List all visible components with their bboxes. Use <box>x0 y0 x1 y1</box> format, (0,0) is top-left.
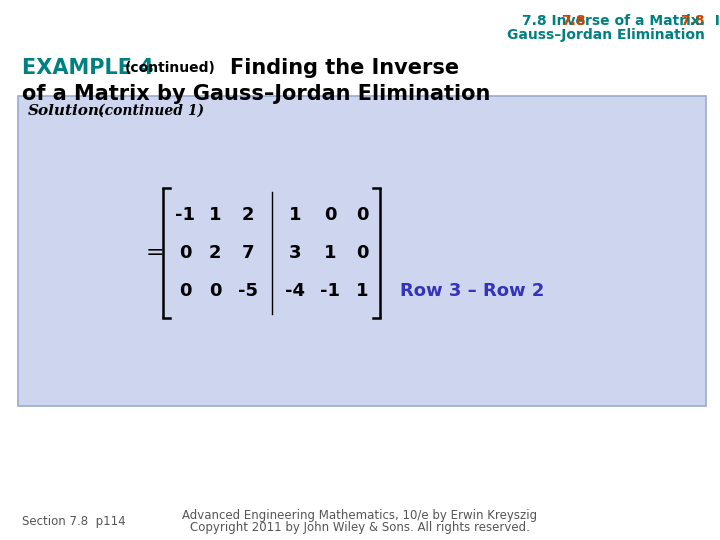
FancyBboxPatch shape <box>18 96 706 406</box>
Text: 2: 2 <box>242 206 254 224</box>
Text: 1: 1 <box>324 244 336 262</box>
Text: -4: -4 <box>285 282 305 300</box>
Text: 1: 1 <box>356 282 368 300</box>
Text: Row 3 – Row 2: Row 3 – Row 2 <box>400 282 544 300</box>
Text: 1: 1 <box>209 206 221 224</box>
Text: Section 7.8  p114: Section 7.8 p114 <box>22 515 125 528</box>
Text: -5: -5 <box>238 282 258 300</box>
Text: 0: 0 <box>324 206 336 224</box>
Text: 0: 0 <box>179 282 192 300</box>
Text: Gauss–Jordan Elimination: Gauss–Jordan Elimination <box>507 28 705 42</box>
Text: (continued): (continued) <box>125 61 216 75</box>
Text: 0: 0 <box>356 244 368 262</box>
Text: -1: -1 <box>175 206 195 224</box>
Text: =: = <box>145 243 164 263</box>
Text: 2: 2 <box>209 244 221 262</box>
Text: 1: 1 <box>289 206 301 224</box>
Text: Finding the Inverse: Finding the Inverse <box>230 58 459 78</box>
Text: 7.8 Inverse of a Matrix.: 7.8 Inverse of a Matrix. <box>522 14 705 28</box>
Text: 0: 0 <box>356 206 368 224</box>
Text: of a Matrix by Gauss–Jordan Elimination: of a Matrix by Gauss–Jordan Elimination <box>22 84 490 104</box>
Text: (continued 1): (continued 1) <box>98 104 204 118</box>
Text: 7: 7 <box>242 244 254 262</box>
Text: Solution.: Solution. <box>28 104 105 118</box>
Text: EXAMPLE 4: EXAMPLE 4 <box>22 58 154 78</box>
Text: 3: 3 <box>289 244 301 262</box>
Text: Inverse of a Matrix.: Inverse of a Matrix. <box>705 14 720 28</box>
Text: -1: -1 <box>320 282 340 300</box>
Text: Copyright 2011 by John Wiley & Sons. All rights reserved.: Copyright 2011 by John Wiley & Sons. All… <box>190 521 530 534</box>
Text: 0: 0 <box>209 282 221 300</box>
Text: 7.8: 7.8 <box>680 14 705 28</box>
Text: 0: 0 <box>179 244 192 262</box>
Text: 7.8: 7.8 <box>561 14 585 28</box>
Text: Advanced Engineering Mathematics, 10/e by Erwin Kreyszig: Advanced Engineering Mathematics, 10/e b… <box>182 509 538 522</box>
